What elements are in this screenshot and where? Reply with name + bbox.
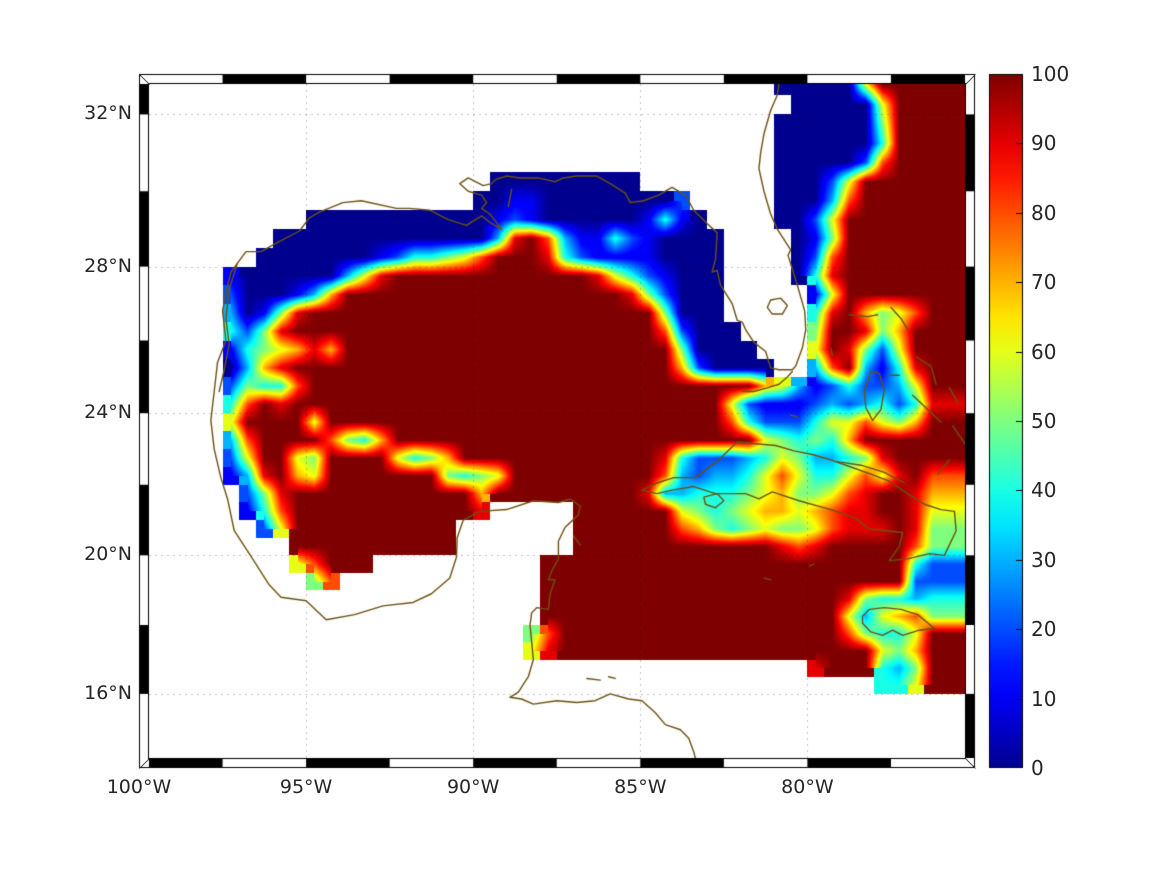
colorbar-tick-label: 80 [1031,200,1057,225]
lat-tick-label: 16°N [84,681,132,704]
colorbar-tick-label: 40 [1031,478,1057,503]
colorbar-tick-label: 90 [1031,131,1057,156]
colorbar-tick-label: 50 [1031,409,1057,433]
lat-tick-label: 28°N [84,254,132,277]
lon-tick-label: 85°W [614,776,667,798]
colorbar-tick-label: 100 [1031,62,1070,86]
lat-tick-label: 24°N [84,401,132,424]
lat-tick-label: 20°N [84,543,132,566]
lon-tick-label: 90°W [446,776,500,798]
colorbar-tick-label: 10 [1031,686,1057,711]
colorbar-tick-label: 70 [1031,270,1057,295]
colorbar-tick-label: 30 [1031,547,1057,572]
colorbar-tick-label: 60 [1031,339,1057,364]
colorbar-tick-label: 20 [1031,617,1057,642]
lon-tick-label: 80°W [781,776,834,798]
lon-tick-label: 100°W [106,776,172,798]
lon-tick-label: 95°W [279,776,333,798]
lat-tick-label: 32°N [84,102,132,125]
colorbar-tick-label: 0 [1031,756,1044,780]
